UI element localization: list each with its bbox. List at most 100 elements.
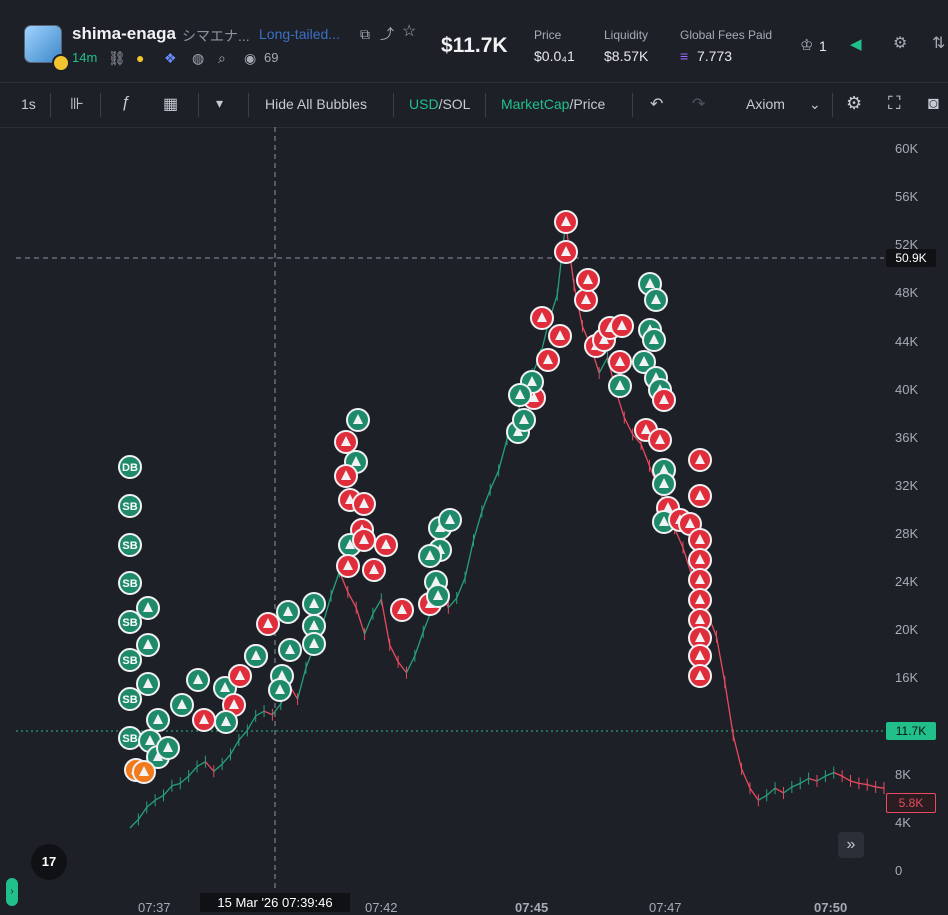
price-chart[interactable]: DB SB SB SB SB SB SB SB xyxy=(16,127,948,912)
globe-icon[interactable]: ◍ xyxy=(192,50,205,66)
price-toggle-label: /Price xyxy=(569,96,606,112)
dev-trade-bubble xyxy=(118,610,142,634)
bubble-label: SB xyxy=(122,733,137,745)
ghost-icon xyxy=(655,434,665,444)
price-segment xyxy=(682,547,692,575)
price-segment xyxy=(213,763,223,772)
ghost-icon xyxy=(433,590,443,600)
interval-button[interactable]: 1s xyxy=(21,96,36,112)
token-japanese-name: シマエナ... xyxy=(182,28,250,44)
panel-handle-icon[interactable]: › xyxy=(6,878,18,906)
price-segment xyxy=(799,777,809,784)
fees-value: 7.773 xyxy=(697,48,733,64)
ghost-icon xyxy=(445,514,455,524)
pump-badge-icon xyxy=(52,54,70,72)
crown-icon[interactable]: ♔ xyxy=(800,37,814,54)
dev-trade-bubble xyxy=(118,533,142,557)
token-avatar[interactable] xyxy=(24,25,62,63)
price-segment xyxy=(171,782,181,787)
ghost-icon xyxy=(381,539,391,549)
ghost-icon xyxy=(695,670,705,680)
price-segment xyxy=(146,799,156,808)
y-tick-label: 40K xyxy=(895,381,919,397)
settings-icon[interactable]: ⚙ xyxy=(893,35,908,52)
layout-icon[interactable]: ▦ xyxy=(163,96,179,113)
price-segment xyxy=(405,655,416,673)
indicators-icon[interactable]: ƒ xyxy=(121,94,130,111)
scroll-to-latest-button[interactable]: » xyxy=(838,832,864,858)
link-icon[interactable]: ⛓ xyxy=(108,50,126,66)
price-segment xyxy=(497,439,508,471)
coin-icon[interactable]: ● xyxy=(136,50,145,66)
megaphone-icon[interactable]: ◀ xyxy=(850,36,862,53)
price-segment xyxy=(347,591,357,608)
ghost-icon xyxy=(659,464,669,474)
chart-settings-icon[interactable]: ⚙ xyxy=(846,93,863,113)
ghost-icon xyxy=(397,604,407,614)
ghost-icon xyxy=(359,498,369,508)
ghost-icon xyxy=(309,638,319,648)
currency-toggle[interactable]: USD/SOL xyxy=(409,96,470,112)
ghost-icon xyxy=(555,330,565,340)
ghost-icon xyxy=(199,714,209,724)
tradingview-logo[interactable]: 17 xyxy=(31,844,67,880)
price-segment xyxy=(204,761,215,772)
ghost-icon xyxy=(283,606,293,616)
price-segment xyxy=(875,786,885,789)
candle-type-icon[interactable]: ⊪ xyxy=(70,96,84,113)
price-segment xyxy=(196,761,206,768)
price-value: $0.0₄1 xyxy=(534,48,575,64)
star-icon[interactable]: ☆ xyxy=(402,23,417,40)
ghost-icon xyxy=(513,426,523,436)
price-segment xyxy=(188,766,198,777)
fullscreen-icon[interactable]: ⛶ xyxy=(888,93,901,113)
price-segment xyxy=(783,786,793,794)
price-segment xyxy=(841,775,851,782)
price-segment xyxy=(271,703,282,716)
price-segment xyxy=(749,787,759,801)
ghost-icon xyxy=(139,766,149,776)
solana-icon: ≡ xyxy=(680,48,689,64)
price-segment xyxy=(673,527,684,548)
ghost-icon xyxy=(193,674,203,684)
price-segment xyxy=(238,729,248,741)
ghost-icon xyxy=(277,670,287,680)
holders-icon[interactable]: ❖ xyxy=(164,50,177,66)
sort-icon[interactable]: ⇅ xyxy=(932,35,946,52)
token-description[interactable]: Long-tailed... xyxy=(259,26,340,42)
price-segment xyxy=(724,682,734,736)
share-icon[interactable]: ⤴ xyxy=(380,26,394,42)
ghost-icon xyxy=(353,414,363,424)
camera-icon[interactable]: ◙ xyxy=(928,93,939,113)
price-segment xyxy=(825,771,834,777)
copy-icon[interactable]: ⧉ xyxy=(360,26,370,42)
price-segment xyxy=(732,735,743,770)
ghost-icon xyxy=(351,456,361,466)
price-segment xyxy=(489,470,500,491)
redo-icon[interactable]: ↷ xyxy=(692,96,706,113)
hide-bubbles-button[interactable]: Hide All Bubbles xyxy=(265,96,367,112)
price-segment xyxy=(816,775,826,782)
provider-chevron-icon[interactable]: ⌄ xyxy=(809,96,821,112)
price-segment xyxy=(372,598,382,615)
bubble-label: SB xyxy=(122,578,137,590)
marketcap-label: MarketCap xyxy=(501,96,570,112)
ghost-icon xyxy=(285,644,295,654)
price-segment xyxy=(255,710,265,717)
dropdown-icon[interactable]: ▾ xyxy=(216,95,224,111)
provider-select[interactable]: Axiom xyxy=(746,96,785,112)
ghost-icon xyxy=(143,602,153,612)
ghost-icon xyxy=(145,735,155,745)
ghost-icon xyxy=(153,751,163,761)
undo-icon[interactable]: ↶ xyxy=(650,96,664,113)
price-segment xyxy=(246,715,257,731)
price-segment xyxy=(472,511,483,541)
ghost-icon xyxy=(431,576,441,586)
price-segment xyxy=(715,636,726,683)
ghost-icon xyxy=(343,560,353,570)
crosshair-value-tag: 50.9K xyxy=(886,249,936,267)
search-icon[interactable]: ⌕ xyxy=(218,50,226,66)
ghost-icon xyxy=(519,414,529,424)
price-segment xyxy=(867,783,876,788)
metric-toggle[interactable]: MarketCap/Price xyxy=(501,96,605,112)
